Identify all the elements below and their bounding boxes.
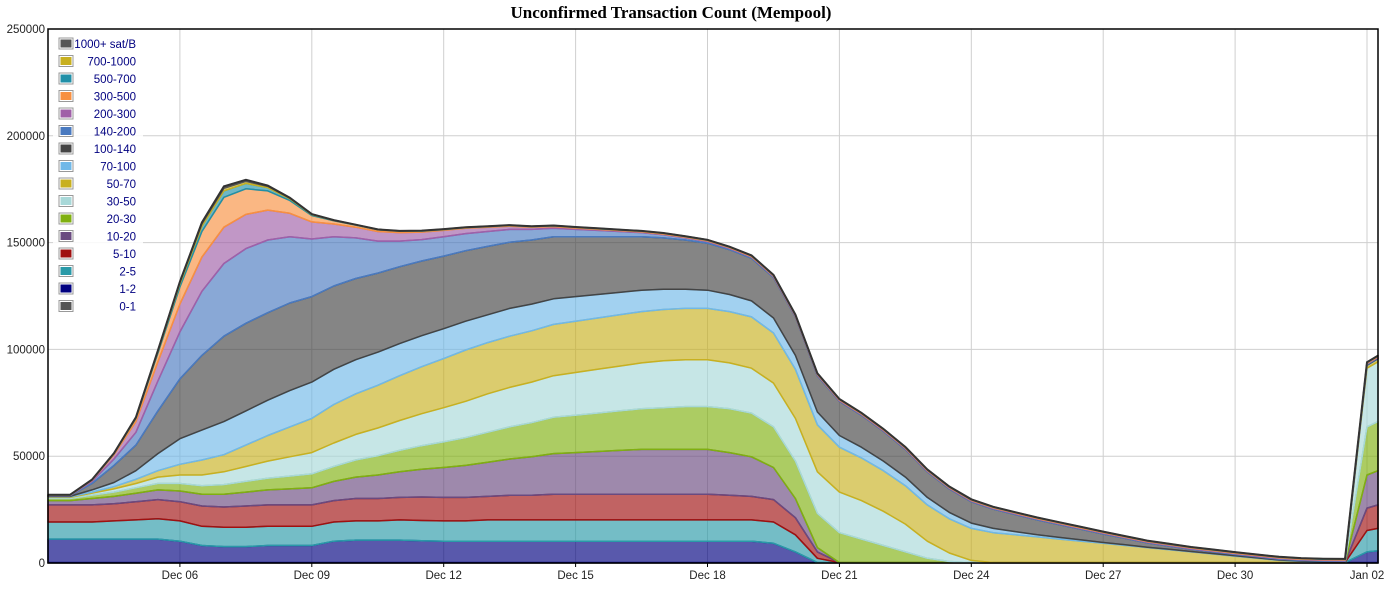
legend-item: 500-700 bbox=[58, 72, 136, 86]
legend-label: 70-100 bbox=[100, 162, 136, 174]
x-tick-label: Dec 06 bbox=[162, 570, 198, 582]
legend-item: 200-300 bbox=[58, 107, 136, 121]
x-tick-label: Dec 21 bbox=[821, 570, 857, 582]
legend-swatch bbox=[60, 179, 72, 188]
legend-label: 1-2 bbox=[119, 284, 136, 296]
x-tick-label: Dec 27 bbox=[1085, 570, 1121, 582]
y-tick-label: 150000 bbox=[7, 238, 45, 250]
y-tick-label: 0 bbox=[39, 558, 45, 570]
x-tick-label: Dec 12 bbox=[425, 570, 461, 582]
legend-item: 10-20 bbox=[58, 230, 136, 244]
x-tick-label: Dec 18 bbox=[689, 570, 725, 582]
legend-item: 140-200 bbox=[58, 125, 136, 139]
legend-swatch bbox=[60, 57, 72, 65]
legend-item: 30-50 bbox=[58, 195, 136, 209]
legend-swatch bbox=[60, 144, 72, 153]
legend-label: 10-20 bbox=[107, 232, 136, 244]
legend-item: 70-100 bbox=[58, 160, 136, 174]
chart-title: Unconfirmed Transaction Count (Mempool) bbox=[511, 3, 832, 22]
legend-swatch bbox=[60, 284, 72, 293]
legend-swatch bbox=[60, 302, 72, 310]
legend-label: 30-50 bbox=[107, 197, 136, 209]
legend-label: 200-300 bbox=[94, 109, 136, 121]
y-tick-label: 50000 bbox=[13, 451, 45, 463]
x-axis-ticks: Dec 06 Dec 09 Dec 12 Dec 15 Dec 18 Dec 21 Dec … bbox=[162, 563, 1385, 582]
y-tick-label: 250000 bbox=[7, 24, 45, 36]
stacked-areas bbox=[47, 178, 1379, 564]
legend-swatch bbox=[60, 197, 72, 205]
legend-label: 20-30 bbox=[107, 214, 136, 226]
legend: 1000+ sat/B 700-1000 500-700 300-500 200-300… bbox=[53, 33, 143, 315]
legend-item: 300-500 bbox=[58, 90, 136, 104]
legend-item: 700-1000 bbox=[58, 55, 136, 69]
legend-swatch bbox=[60, 267, 72, 275]
legend-swatch bbox=[60, 109, 72, 118]
legend-item: 20-30 bbox=[58, 212, 136, 226]
legend-label: 2-5 bbox=[119, 267, 136, 279]
x-tick-label: Dec 24 bbox=[953, 570, 990, 582]
legend-swatch bbox=[60, 214, 72, 223]
legend-item: 1000+ sat/B bbox=[58, 37, 136, 51]
x-tick-label: Dec 30 bbox=[1217, 570, 1253, 582]
y-tick-label: 200000 bbox=[7, 131, 45, 143]
legend-swatch bbox=[60, 92, 72, 100]
legend-item: 2-5 bbox=[58, 265, 136, 279]
x-tick-label: Dec 09 bbox=[294, 570, 330, 582]
plot-border bbox=[47, 28, 1379, 564]
legend-item: 50-70 bbox=[58, 177, 136, 191]
legend-swatch bbox=[60, 232, 72, 240]
legend-label: 5-10 bbox=[113, 249, 136, 261]
legend-swatch bbox=[60, 162, 72, 170]
legend-swatch bbox=[60, 74, 72, 83]
legend-label: 140-200 bbox=[94, 127, 136, 139]
legend-label: 50-70 bbox=[107, 179, 136, 191]
legend-swatch bbox=[60, 39, 72, 48]
y-tick-label: 100000 bbox=[7, 344, 45, 356]
total-outline bbox=[48, 178, 1379, 560]
x-tick-label: Jan 02 bbox=[1350, 570, 1385, 582]
legend-swatch bbox=[60, 127, 72, 135]
y-axis-ticks: 0 50000 100000 150000 200000 250000 bbox=[7, 24, 45, 570]
legend-label: 700-1000 bbox=[87, 57, 136, 69]
x-tick-label: Dec 15 bbox=[557, 570, 593, 582]
legend-swatch bbox=[60, 249, 72, 258]
plot-frame bbox=[47, 28, 1379, 564]
legend-label: 500-700 bbox=[94, 74, 136, 86]
legend-label: 100-140 bbox=[94, 144, 136, 156]
legend-label: 1000+ sat/B bbox=[74, 39, 136, 51]
legend-item: 0-1 bbox=[58, 300, 136, 314]
legend-item: 1-2 bbox=[58, 282, 136, 296]
legend-item: 100-140 bbox=[58, 142, 136, 156]
legend-label: 0-1 bbox=[119, 302, 136, 314]
legend-label: 300-500 bbox=[94, 92, 136, 104]
legend-item: 5-10 bbox=[58, 247, 136, 261]
